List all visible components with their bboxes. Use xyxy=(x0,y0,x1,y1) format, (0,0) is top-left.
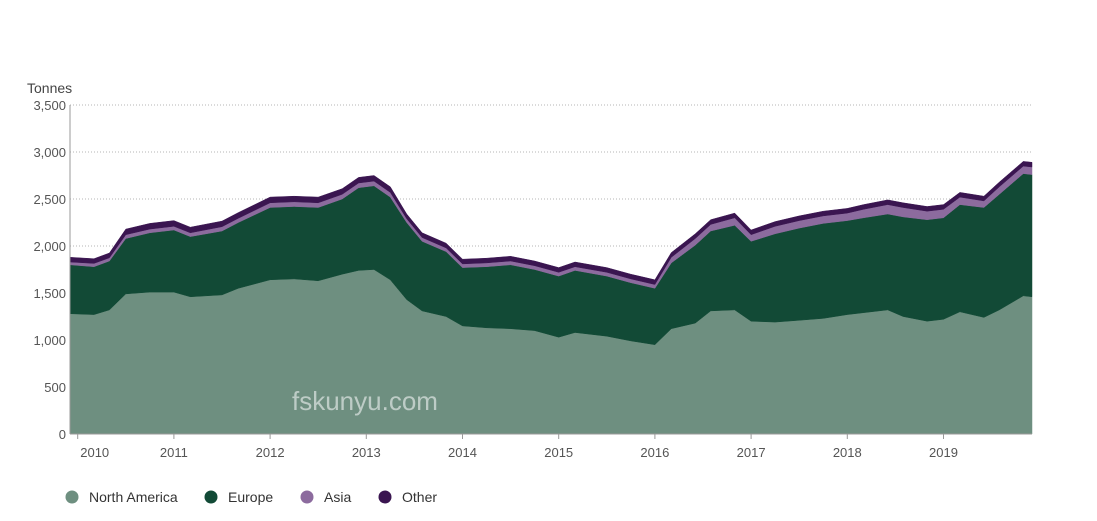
x-tick-label: 2011 xyxy=(160,445,188,460)
legend-label: North America xyxy=(89,489,178,505)
x-tick-label: 2019 xyxy=(929,445,958,460)
y-tick-label: 2,500 xyxy=(33,192,66,207)
watermark: fskunyu.com xyxy=(292,386,438,416)
x-tick-label: 2017 xyxy=(737,445,766,460)
legend-swatch-asia xyxy=(300,490,314,504)
y-tick-label: 1,500 xyxy=(33,286,66,301)
x-tick-label: 2014 xyxy=(448,445,477,460)
x-tick-label: 2016 xyxy=(640,445,669,460)
y-tick-label: 2,000 xyxy=(33,239,66,254)
y-unit-label: Tonnes xyxy=(27,80,72,96)
x-tick-label: 2012 xyxy=(256,445,285,460)
y-tick-label: 3,500 xyxy=(33,98,66,113)
y-tick-label: 500 xyxy=(44,380,66,395)
x-tick-label: 2010 xyxy=(80,445,109,460)
x-tick-label: 2015 xyxy=(544,445,573,460)
y-axis-ticks: 0 500 1,000 1,500 2,000 2,500 3,000 3,500 xyxy=(33,98,66,442)
axes xyxy=(69,105,1032,435)
y-tick-label: 0 xyxy=(59,427,66,442)
legend-label: Europe xyxy=(228,489,273,505)
area-series xyxy=(69,161,1033,435)
y-tick-label: 3,000 xyxy=(33,145,66,160)
legend: North America Europe Asia Other xyxy=(65,489,437,505)
legend-swatch-other xyxy=(378,490,392,504)
x-tick-label: 2018 xyxy=(833,445,862,460)
x-axis-ticks: 2010 2011 2012 2013 2014 2015 2016 2017 2018 2019 xyxy=(77,434,958,460)
legend-swatch-europe xyxy=(204,490,218,504)
legend-label: Asia xyxy=(324,489,351,505)
y-tick-label: 1,000 xyxy=(33,333,66,348)
legend-swatch-north-america xyxy=(65,490,79,504)
area-other xyxy=(69,161,1033,285)
x-tick-label: 2013 xyxy=(352,445,381,460)
legend-label: Other xyxy=(402,489,437,505)
